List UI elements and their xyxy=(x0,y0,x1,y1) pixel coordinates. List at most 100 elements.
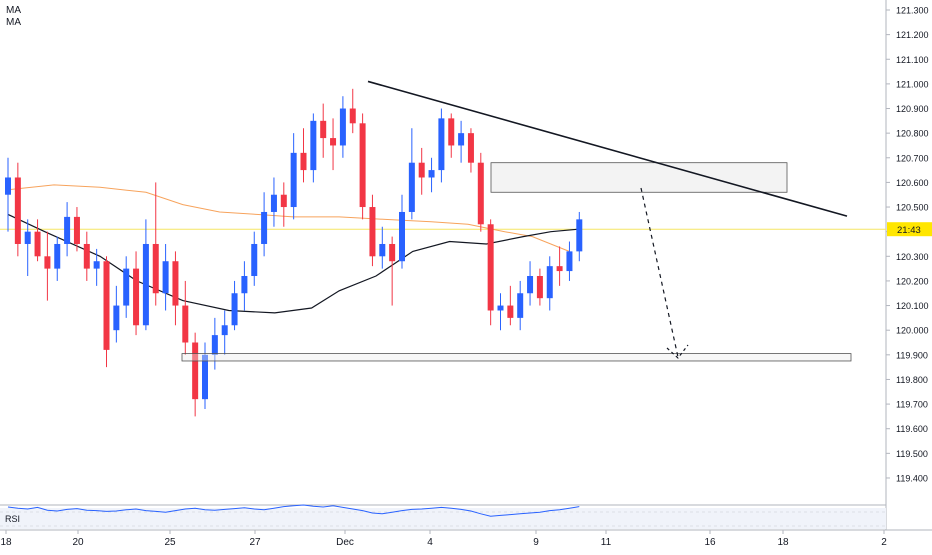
price-tick-label: 121.200 xyxy=(896,30,929,40)
candle-down xyxy=(359,123,366,208)
candle-up xyxy=(310,120,317,171)
candle-up xyxy=(93,261,100,269)
current-price-badge-label: 21:43 xyxy=(897,225,921,236)
price-tick-label: 120.200 xyxy=(896,276,929,286)
candle-up xyxy=(231,293,238,326)
candle-down xyxy=(73,216,80,244)
candle-down xyxy=(320,120,327,139)
candle-down xyxy=(133,268,140,326)
price-tick-label: 120.100 xyxy=(896,301,929,311)
indicator-legend: MA MA xyxy=(6,5,21,29)
price-tick-label: 120.300 xyxy=(896,252,929,262)
candle-up xyxy=(497,305,504,311)
candle-down xyxy=(418,162,425,178)
candle-up xyxy=(261,211,268,244)
candle-down xyxy=(477,162,484,225)
resistance-zone xyxy=(490,162,788,193)
time-tick-label: 25 xyxy=(164,537,176,548)
candle-up xyxy=(517,293,524,318)
descending-trendline xyxy=(367,80,848,217)
candle-up xyxy=(211,335,218,355)
price-tick-label: 119.700 xyxy=(896,400,928,410)
candle-down xyxy=(448,118,455,146)
price-tick-label: 119.800 xyxy=(896,375,928,385)
candle-up xyxy=(24,231,31,244)
candle-down xyxy=(44,256,51,269)
price-tick-label: 120.600 xyxy=(896,178,929,188)
candle-up xyxy=(379,243,386,257)
time-tick-label: 2 xyxy=(881,537,887,548)
candle-up xyxy=(251,243,258,277)
time-tick-label: Dec xyxy=(336,537,354,548)
price-tick-label: 120.000 xyxy=(896,326,929,336)
price-tick-label: 121.000 xyxy=(896,79,929,89)
candle-down xyxy=(34,231,41,257)
candle-down xyxy=(536,276,543,299)
rsi-line xyxy=(7,504,580,517)
projection-arrow-head xyxy=(666,344,689,359)
price-tick-label: 120.800 xyxy=(896,129,929,139)
candle-down xyxy=(300,152,307,171)
candle-up xyxy=(339,108,346,146)
candle-up xyxy=(428,170,435,178)
candle-up xyxy=(202,354,208,400)
candle-down xyxy=(487,224,494,311)
candle-up xyxy=(458,133,465,146)
candle-down xyxy=(192,342,199,400)
projection-arrow-line xyxy=(640,187,679,358)
rsi-band xyxy=(0,508,886,529)
candle-down xyxy=(330,138,337,146)
candle-up xyxy=(576,219,583,252)
candle-up xyxy=(408,162,415,212)
candle-down xyxy=(83,243,90,269)
candle-up xyxy=(113,305,120,331)
candle-down xyxy=(103,261,110,350)
time-tick-label: 18 xyxy=(0,537,12,548)
time-tick-label: 9 xyxy=(533,537,539,548)
candle-up xyxy=(241,276,248,294)
candle-up xyxy=(64,216,71,244)
legend-ma-1: MA xyxy=(6,5,21,16)
price-tick-label: 121.300 xyxy=(896,6,929,16)
candle-down xyxy=(389,243,396,262)
candle-up xyxy=(566,251,573,272)
candle-up xyxy=(142,243,149,326)
time-tick-label: 11 xyxy=(601,537,612,548)
candle-up xyxy=(290,152,297,208)
time-tick-label: 4 xyxy=(427,537,433,548)
candle-up xyxy=(162,261,169,294)
ma-fast-line xyxy=(7,213,579,314)
time-tick-label: 27 xyxy=(249,537,261,548)
time-tick-label: 18 xyxy=(777,537,789,548)
candle-up xyxy=(438,118,445,171)
price-tick-label: 119.600 xyxy=(896,424,928,434)
price-tick-label: 119.400 xyxy=(896,473,928,483)
candle-down xyxy=(152,243,159,294)
price-tick-label: 121.100 xyxy=(896,55,929,65)
candle-up xyxy=(270,194,277,212)
rsi-label: RSI xyxy=(5,514,21,524)
price-tick-label: 120.500 xyxy=(896,203,929,213)
candle-up xyxy=(5,177,11,195)
current-price-badge xyxy=(887,222,932,237)
candle-down xyxy=(14,177,21,244)
candle-down xyxy=(349,108,356,124)
candle-down xyxy=(507,305,514,318)
price-tick-label: 120.700 xyxy=(896,153,929,163)
candle-up xyxy=(123,268,130,306)
candle-up xyxy=(221,325,228,336)
time-tick-label: 16 xyxy=(704,537,716,548)
candle-down xyxy=(182,305,189,343)
price-tick-label: 119.500 xyxy=(896,449,928,459)
price-tick-label: 119.900 xyxy=(896,350,928,360)
candle-down xyxy=(369,207,376,257)
candle-up xyxy=(527,276,534,294)
time-tick-label: 20 xyxy=(72,537,84,548)
candle-up xyxy=(399,211,405,262)
price-tick-label: 120.900 xyxy=(896,104,929,114)
candle-down xyxy=(280,194,287,208)
legend-ma-2: MA xyxy=(6,17,21,28)
